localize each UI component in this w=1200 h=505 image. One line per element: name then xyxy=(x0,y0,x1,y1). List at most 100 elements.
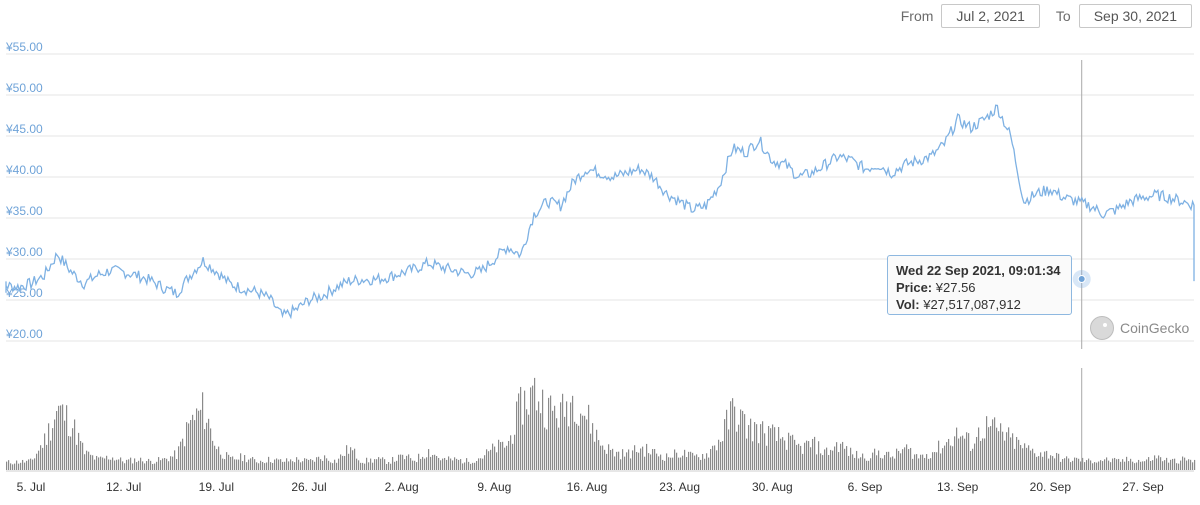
volume-bar xyxy=(534,377,536,470)
volume-bar xyxy=(204,429,206,470)
y-tick-label: ¥40.00 xyxy=(5,163,43,177)
volume-bar xyxy=(212,440,214,470)
volume-bar xyxy=(768,426,770,470)
volume-bar xyxy=(272,462,274,470)
volume-bar xyxy=(48,423,50,470)
volume-bar xyxy=(988,427,990,470)
volume-bar xyxy=(244,455,246,470)
volume-bar xyxy=(356,458,358,470)
volume-bar xyxy=(256,462,258,470)
volume-bar xyxy=(230,456,232,470)
volume-bar xyxy=(972,448,974,470)
volume-bar xyxy=(8,460,10,470)
volume-bar xyxy=(774,427,776,470)
volume-bar xyxy=(910,447,912,470)
volume-bar xyxy=(518,393,520,470)
volume-bar xyxy=(332,463,334,470)
volume-bar xyxy=(944,445,946,470)
volume-bar xyxy=(758,443,760,470)
volume-bar xyxy=(508,440,510,470)
volume-bar xyxy=(546,429,548,470)
volume-bar xyxy=(798,443,800,470)
volume-bar xyxy=(836,442,838,470)
volume-bar xyxy=(1046,450,1048,470)
volume-bar xyxy=(656,453,658,470)
volume-bar xyxy=(812,438,814,470)
volume-bar xyxy=(88,451,90,470)
volume-bar xyxy=(784,440,786,470)
volume-bar xyxy=(808,441,810,470)
volume-bar xyxy=(208,418,210,470)
volume-bar xyxy=(874,448,876,470)
volume-bar xyxy=(1074,457,1076,470)
volume-bar xyxy=(806,440,808,470)
volume-bar xyxy=(12,464,14,470)
volume-bar xyxy=(20,462,22,470)
volume-bar xyxy=(588,404,590,470)
y-tick-label: ¥30.00 xyxy=(5,245,43,259)
x-tick-label: 2. Aug xyxy=(385,480,419,494)
volume-bar xyxy=(820,453,822,470)
volume-bar xyxy=(548,397,550,470)
volume-bar xyxy=(80,441,82,470)
volume-bar xyxy=(84,454,86,470)
volume-bar xyxy=(96,455,98,470)
volume-bar xyxy=(226,452,228,470)
volume-bar xyxy=(612,448,614,470)
volume-bar xyxy=(16,460,18,470)
volume-bar xyxy=(528,414,530,470)
highlight-point[interactable] xyxy=(1077,275,1086,284)
volume-bar xyxy=(468,461,470,470)
volume-bar xyxy=(1168,462,1170,470)
volume-bar xyxy=(584,415,586,470)
volume-bar xyxy=(446,459,448,470)
volume-bar xyxy=(948,438,950,470)
volume-bar xyxy=(868,460,870,470)
volume-bar xyxy=(568,426,570,470)
volume-bar xyxy=(706,453,708,470)
volume-bar xyxy=(780,438,782,470)
volume-bar xyxy=(260,460,262,470)
volume-bar xyxy=(168,461,170,470)
volume-bar xyxy=(148,458,150,470)
volume-bar xyxy=(1082,457,1084,470)
volume-bar xyxy=(1152,460,1154,470)
volume-bar xyxy=(908,449,910,470)
volume-bar xyxy=(104,458,106,470)
volume-bar xyxy=(442,458,444,470)
volume-bar xyxy=(68,436,70,470)
volume-bar xyxy=(1160,457,1162,470)
volume-bar xyxy=(992,419,994,470)
volume-bar xyxy=(638,452,640,470)
y-tick-label: ¥20.00 xyxy=(5,327,43,341)
volume-bar xyxy=(1040,452,1042,470)
volume-bar xyxy=(1130,458,1132,470)
x-axis-ticks: 5. Jul 12. Jul 19. Jul 26. Jul 2. Aug 9. Aug 1… xyxy=(6,470,1194,494)
volume-bar xyxy=(602,445,604,470)
volume-bar xyxy=(980,440,982,470)
volume-bar xyxy=(1048,458,1050,470)
coingecko-credit[interactable]: CoinGecko xyxy=(1090,316,1189,340)
from-date-input[interactable]: Jul 2, 2021 xyxy=(941,4,1040,28)
volume-bar xyxy=(196,408,198,470)
volume-bar xyxy=(106,455,108,470)
to-date-input[interactable]: Sep 30, 2021 xyxy=(1078,4,1192,28)
volume-bar xyxy=(344,455,346,470)
volume-bar xyxy=(936,452,938,470)
volume-bar xyxy=(398,454,400,470)
volume-bar xyxy=(848,455,850,470)
volume-bar xyxy=(1038,456,1040,470)
volume-bar xyxy=(920,454,922,470)
volume-bar xyxy=(738,424,740,470)
volume-bar xyxy=(962,435,964,470)
volume-bar xyxy=(268,456,270,470)
volume-bar xyxy=(312,460,314,470)
volume-bar xyxy=(842,441,844,470)
volume-bar xyxy=(732,398,734,470)
volume-bar xyxy=(682,455,684,470)
volume-bar xyxy=(614,456,616,470)
volume-bar xyxy=(678,457,680,470)
volume-bar xyxy=(1192,462,1194,470)
volume-bar xyxy=(1018,439,1020,470)
